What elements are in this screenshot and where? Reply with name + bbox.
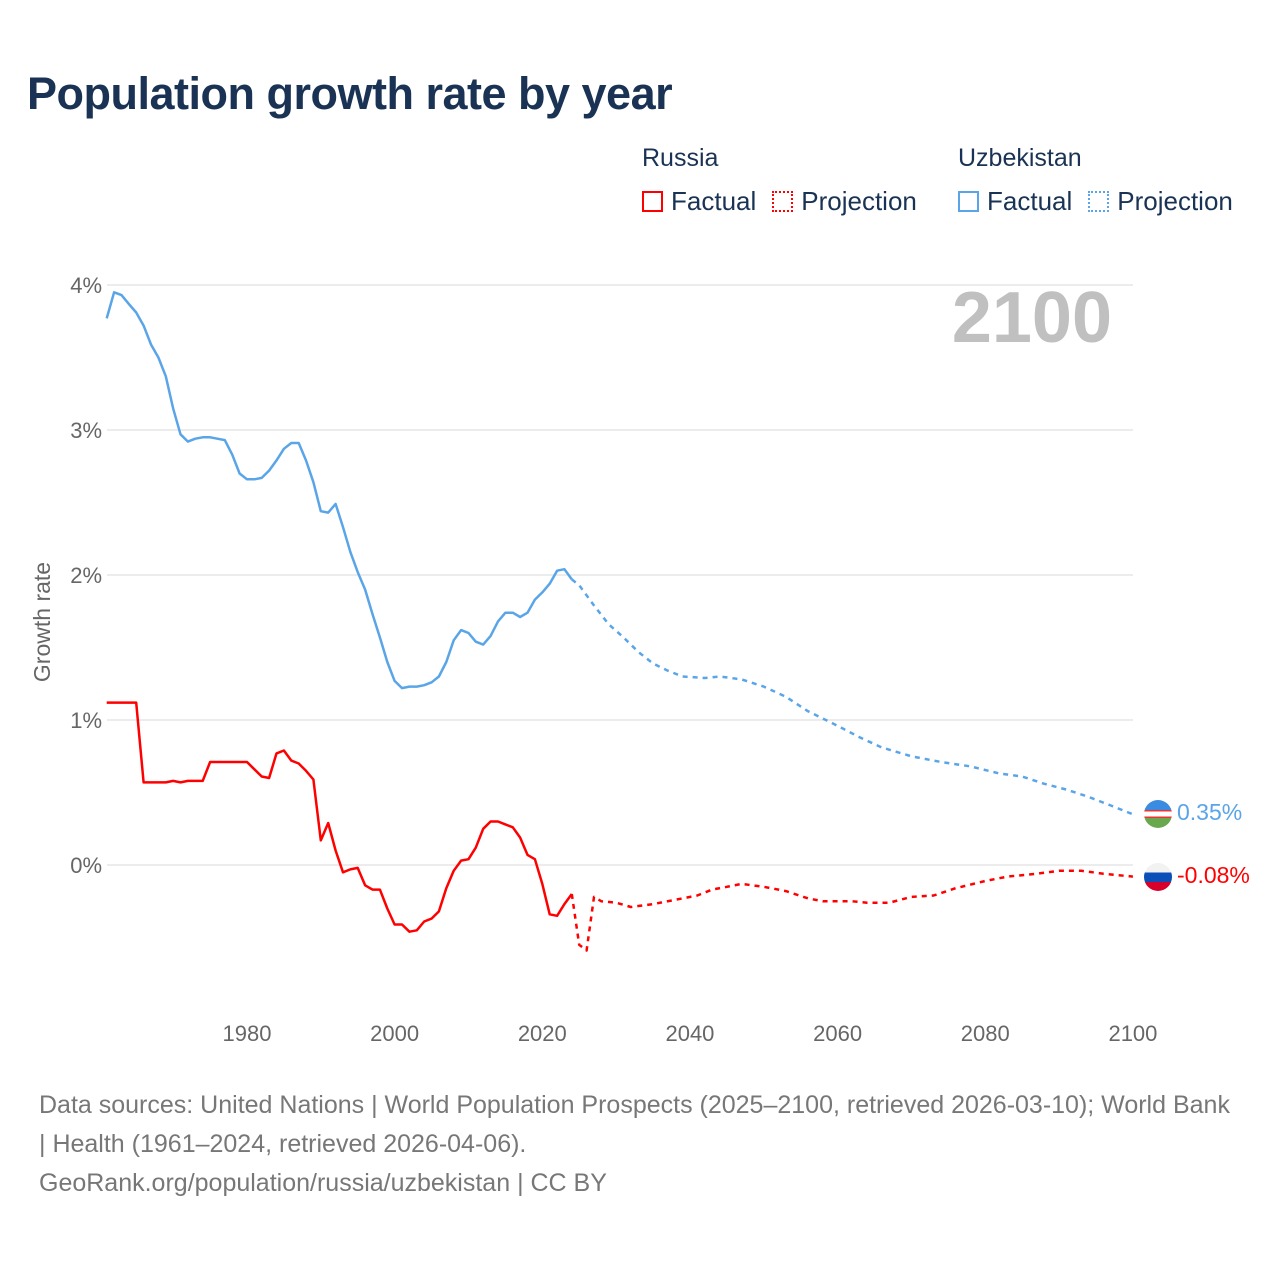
- legend-russia-factual[interactable]: Factual: [642, 186, 756, 217]
- legend-label: Projection: [1117, 186, 1233, 216]
- chart-area: 0% 1% 2% 3% 4% 1980 2000 2020 2040 2060 2080 2100 2…: [29, 273, 1250, 1046]
- legend-uzbekistan-factual[interactable]: Factual: [958, 186, 1072, 217]
- x-tick-label: 2000: [370, 1021, 419, 1046]
- chart-title: Population growth rate by year: [27, 68, 673, 119]
- dotted-swatch-icon: [1088, 191, 1110, 212]
- flag-uzbekistan-icon: [1144, 800, 1172, 828]
- legend-label: Factual: [671, 186, 757, 216]
- y-tick-label: 1%: [70, 708, 102, 733]
- series-line-russia-factual: [106, 701, 573, 933]
- legend-row-russia: Factual Projection: [642, 186, 933, 217]
- series-line-russia-projection: [570, 869, 1134, 952]
- x-tick-label: 2080: [961, 1021, 1010, 1046]
- x-tick-label: 2040: [665, 1021, 714, 1046]
- x-tick-label: 2060: [813, 1021, 862, 1046]
- solid-swatch-icon: [958, 191, 979, 212]
- dotted-swatch-icon: [772, 191, 794, 212]
- series-line-uzbekistan-factual: [105, 291, 573, 690]
- legend-label: Projection: [801, 186, 917, 216]
- legend-group-uzbekistan: Uzbekistan: [958, 144, 1082, 172]
- series-line-uzbekistan-projection: [571, 578, 1134, 816]
- y-tick-label: 0%: [70, 853, 102, 878]
- year-watermark: 2100: [952, 278, 1112, 358]
- attribution-link[interactable]: GeoRank.org/population/russia/uzbekistan…: [39, 1169, 607, 1197]
- legend-row-uzbekistan: Factual Projection: [958, 186, 1249, 217]
- x-tick-label: 1980: [223, 1021, 272, 1046]
- legend-russia-projection[interactable]: Projection: [772, 186, 917, 217]
- legend-uzbekistan-projection[interactable]: Projection: [1088, 186, 1233, 217]
- solid-swatch-icon: [642, 191, 663, 212]
- legend-label: Factual: [987, 186, 1073, 216]
- y-tick-label: 3%: [70, 418, 102, 443]
- x-tick-label: 2100: [1108, 1021, 1157, 1046]
- y-axis-label: Growth rate: [29, 562, 55, 682]
- end-label-russia: -0.08%: [1177, 862, 1250, 888]
- footer: Data sources: United Nations | World Pop…: [39, 1086, 1239, 1203]
- x-tick-label: 2020: [518, 1021, 567, 1046]
- legend-group-russia: Russia: [642, 144, 719, 172]
- end-label-uzbekistan: 0.35%: [1177, 799, 1242, 825]
- data-sources: Data sources: United Nations | World Pop…: [39, 1091, 1230, 1158]
- flag-russia-icon: [1144, 863, 1172, 891]
- y-tick-label: 2%: [70, 563, 102, 588]
- y-tick-label: 4%: [70, 273, 102, 298]
